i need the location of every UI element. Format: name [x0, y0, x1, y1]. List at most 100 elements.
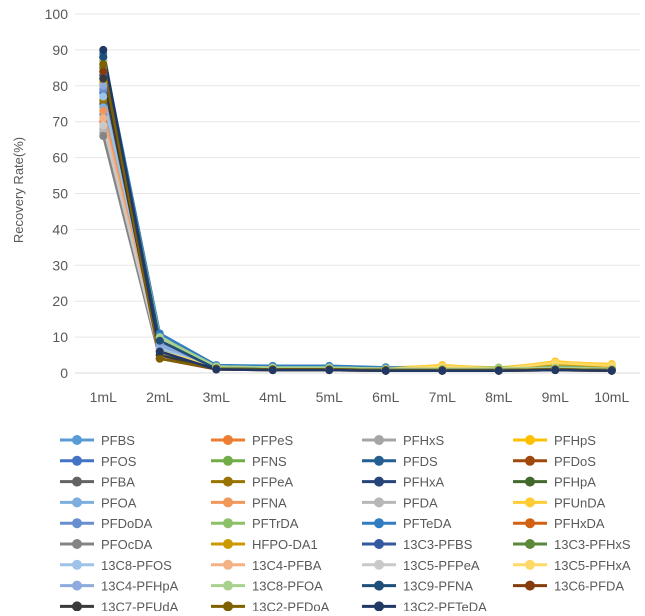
series-line-10 [103, 57, 612, 370]
legend-label: PFNS [252, 454, 287, 469]
legend-label: 13C7-PFUdA [101, 599, 179, 611]
legend-item: PFTrDA [211, 516, 299, 531]
legend-label: HFPO-DA1 [252, 537, 318, 552]
legend-swatch-marker [72, 456, 82, 466]
legend-label: PFHpS [554, 433, 596, 448]
legend: PFBS PFPeS PFHxS PFHpS PFOS PFNS PFDS PFDoS PFBA… [60, 433, 631, 611]
legend-swatch-marker [72, 539, 82, 549]
legend-swatch-marker [525, 456, 535, 466]
y-tick-label: 10 [52, 329, 68, 345]
legend-label: PFHxA [403, 475, 445, 490]
legend-item: HFPO-DA1 [211, 537, 318, 552]
legend-swatch-marker [525, 539, 535, 549]
legend-item: 13C5-PFHxA [513, 558, 631, 573]
legend-item: PFOcDA [60, 537, 153, 552]
data-point [99, 67, 107, 75]
data-point [156, 347, 164, 355]
legend-item: 13C5-PFPeA [362, 558, 480, 573]
series-line-30 [103, 57, 612, 370]
legend-label: 13C5-PFHxA [554, 558, 631, 573]
legend-label: 13C9-PFNA [403, 579, 473, 594]
legend-item: PFHxDA [513, 516, 605, 531]
legend-swatch-marker [525, 560, 535, 570]
legend-item: PFBA [60, 475, 135, 490]
legend-item: 13C3-PFHxS [513, 537, 631, 552]
series-line-31 [103, 71, 612, 370]
legend-swatch-marker [374, 560, 384, 570]
series-line-2 [103, 133, 612, 370]
legend-item: PFTeDA [362, 516, 452, 531]
x-axis-ticks: 1mL 2mL 3mL 4mL 5mL 6mL 7mL 8mL 9mL 10mL [90, 389, 630, 405]
series-line-32 [103, 79, 612, 371]
legend-swatch-marker [223, 518, 233, 528]
legend-swatch-marker [525, 497, 535, 507]
legend-label: PFTeDA [403, 516, 452, 531]
legend-swatch-marker [223, 560, 233, 570]
legend-swatch-marker [72, 435, 82, 445]
legend-swatch-marker [374, 539, 384, 549]
legend-swatch-marker [525, 581, 535, 591]
legend-item: 13C6-PFDA [513, 579, 624, 594]
legend-swatch-marker [374, 581, 384, 591]
series-line-20 [103, 136, 612, 369]
data-point [382, 367, 390, 375]
x-tick-label: 3mL [203, 389, 230, 405]
legend-swatch-marker [72, 497, 82, 507]
y-tick-label: 80 [52, 78, 68, 94]
legend-label: PFOcDA [101, 537, 153, 552]
legend-label: PFDS [403, 454, 438, 469]
legend-swatch-marker [374, 601, 384, 611]
legend-label: PFBS [101, 433, 135, 448]
legend-swatch-marker [72, 581, 82, 591]
data-point [99, 121, 107, 129]
series-line-19 [103, 75, 612, 370]
x-tick-label: 6mL [372, 389, 399, 405]
legend-label: 13C8-PFOS [101, 558, 172, 573]
y-tick-label: 70 [52, 114, 68, 130]
legend-label: PFPeS [252, 433, 294, 448]
legend-label: 13C4-PFHpA [101, 579, 179, 594]
data-point [156, 355, 164, 363]
legend-item: 13C7-PFUdA [60, 599, 179, 611]
legend-item: 13C3-PFBS [362, 537, 473, 552]
legend-item: PFNA [211, 495, 287, 510]
series-line-4 [103, 93, 612, 370]
series-lines [103, 50, 612, 371]
legend-label: 13C6-PFDA [554, 579, 624, 594]
legend-item: PFOA [60, 495, 137, 510]
y-tick-label: 50 [52, 186, 68, 202]
x-tick-label: 2mL [146, 389, 173, 405]
data-point [99, 60, 107, 68]
series-line-22 [103, 75, 612, 370]
legend-item: PFBS [60, 433, 135, 448]
legend-swatch-marker [374, 497, 384, 507]
legend-item: PFDoDA [60, 516, 153, 531]
y-tick-label: 90 [52, 42, 68, 58]
legend-label: PFHpA [554, 475, 596, 490]
data-point [212, 365, 220, 373]
series-line-29 [103, 61, 612, 369]
data-point [99, 75, 107, 83]
legend-label: PFOS [101, 454, 137, 469]
x-tick-label: 10mL [594, 389, 629, 405]
legend-swatch-marker [72, 518, 82, 528]
series-line-14 [103, 129, 612, 370]
legend-item: PFHpA [513, 475, 596, 490]
x-tick-label: 8mL [485, 389, 512, 405]
data-point [551, 366, 559, 374]
data-point [325, 366, 333, 374]
legend-swatch-marker [223, 539, 233, 549]
legend-swatch-marker [223, 581, 233, 591]
legend-label: 13C3-PFHxS [554, 537, 631, 552]
legend-swatch-marker [223, 435, 233, 445]
data-point [99, 82, 107, 90]
series-points [99, 46, 616, 375]
series-line-6 [103, 68, 612, 370]
data-point [156, 337, 164, 345]
gridlines [75, 14, 640, 373]
legend-label: PFHxS [403, 433, 445, 448]
x-tick-label: 1mL [90, 389, 117, 405]
data-point [608, 367, 616, 375]
